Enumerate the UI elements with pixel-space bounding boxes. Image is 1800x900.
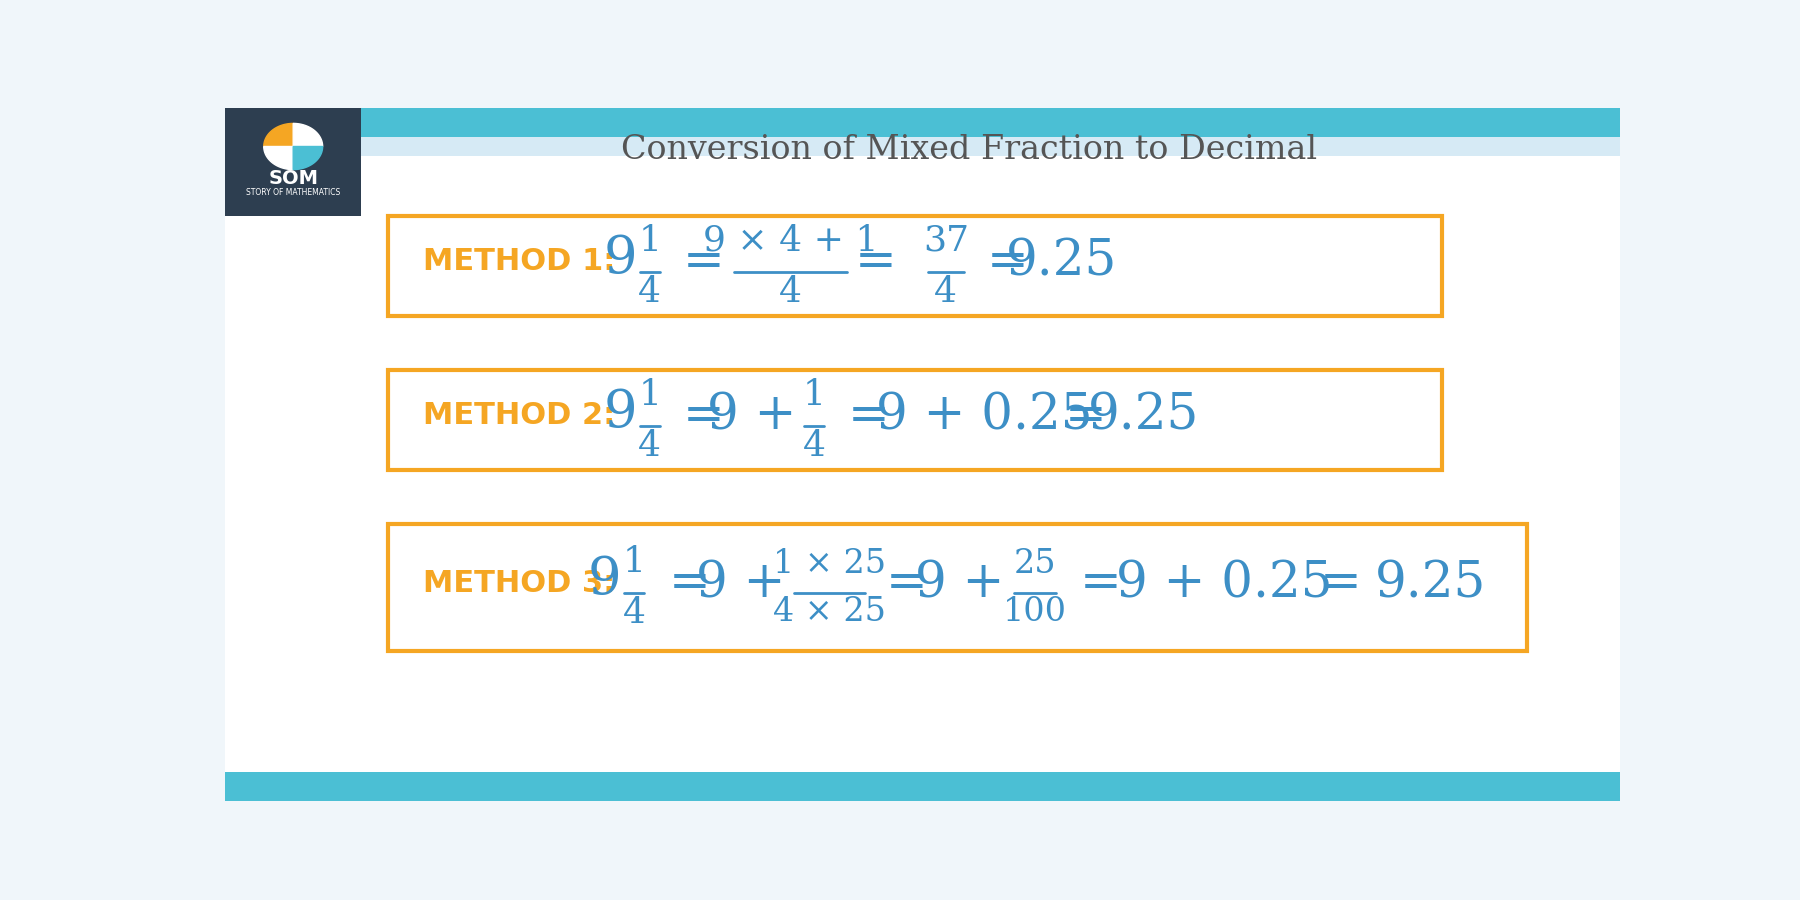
Polygon shape <box>265 123 293 147</box>
Text: 9.25: 9.25 <box>1375 559 1485 608</box>
Text: 4: 4 <box>639 275 661 309</box>
Polygon shape <box>293 123 322 147</box>
Text: 1: 1 <box>803 378 826 411</box>
Text: =: = <box>670 559 711 608</box>
Text: Conversion of Mixed Fraction to Decimal: Conversion of Mixed Fraction to Decimal <box>621 134 1318 166</box>
Text: 1 × 25: 1 × 25 <box>772 548 886 580</box>
Text: STORY OF MATHEMATICS: STORY OF MATHEMATICS <box>247 188 340 197</box>
Text: 9: 9 <box>603 387 637 437</box>
Text: METHOD 1:: METHOD 1: <box>423 248 616 276</box>
Polygon shape <box>265 147 293 169</box>
Text: 4: 4 <box>779 275 803 309</box>
Text: =: = <box>682 392 725 441</box>
Text: 9 +: 9 + <box>707 392 797 441</box>
FancyBboxPatch shape <box>387 370 1442 470</box>
FancyBboxPatch shape <box>225 108 360 216</box>
Text: 1: 1 <box>639 223 661 257</box>
FancyBboxPatch shape <box>225 108 1620 138</box>
Text: 4: 4 <box>623 597 646 631</box>
FancyBboxPatch shape <box>387 216 1442 316</box>
Text: 9: 9 <box>589 554 621 605</box>
Text: 9 + 0.25: 9 + 0.25 <box>877 392 1093 441</box>
Text: =: = <box>1319 559 1363 608</box>
Text: =: = <box>1080 559 1121 608</box>
Text: 9.25: 9.25 <box>1006 238 1118 287</box>
Text: =: = <box>886 559 927 608</box>
Text: =: = <box>848 392 889 441</box>
Text: 9 + 0.25: 9 + 0.25 <box>1116 559 1334 608</box>
FancyBboxPatch shape <box>225 771 1620 801</box>
Text: 37: 37 <box>923 223 968 257</box>
Text: 100: 100 <box>1003 597 1067 628</box>
Text: 4 × 25: 4 × 25 <box>772 597 886 628</box>
Text: 1: 1 <box>623 545 646 579</box>
Text: SOM: SOM <box>268 169 319 188</box>
FancyBboxPatch shape <box>225 138 1620 156</box>
Text: =: = <box>682 238 725 287</box>
Text: 4: 4 <box>934 275 958 309</box>
Text: 9: 9 <box>603 232 637 284</box>
Text: 25: 25 <box>1013 548 1057 580</box>
Text: METHOD 2:: METHOD 2: <box>423 401 616 430</box>
Text: =: = <box>855 238 896 287</box>
Text: 1: 1 <box>639 378 661 411</box>
Text: 9 × 4 + 1: 9 × 4 + 1 <box>704 223 878 257</box>
FancyBboxPatch shape <box>387 524 1526 651</box>
Text: 4: 4 <box>639 429 661 463</box>
Text: METHOD 3:: METHOD 3: <box>423 569 616 598</box>
Text: 4: 4 <box>803 429 826 463</box>
Text: 9 +: 9 + <box>914 559 1004 608</box>
Text: 9.25: 9.25 <box>1087 392 1199 441</box>
Text: =: = <box>1064 392 1107 441</box>
FancyBboxPatch shape <box>225 108 1620 801</box>
Text: 9 +: 9 + <box>695 559 785 608</box>
Text: =: = <box>986 238 1028 287</box>
Polygon shape <box>293 147 322 169</box>
